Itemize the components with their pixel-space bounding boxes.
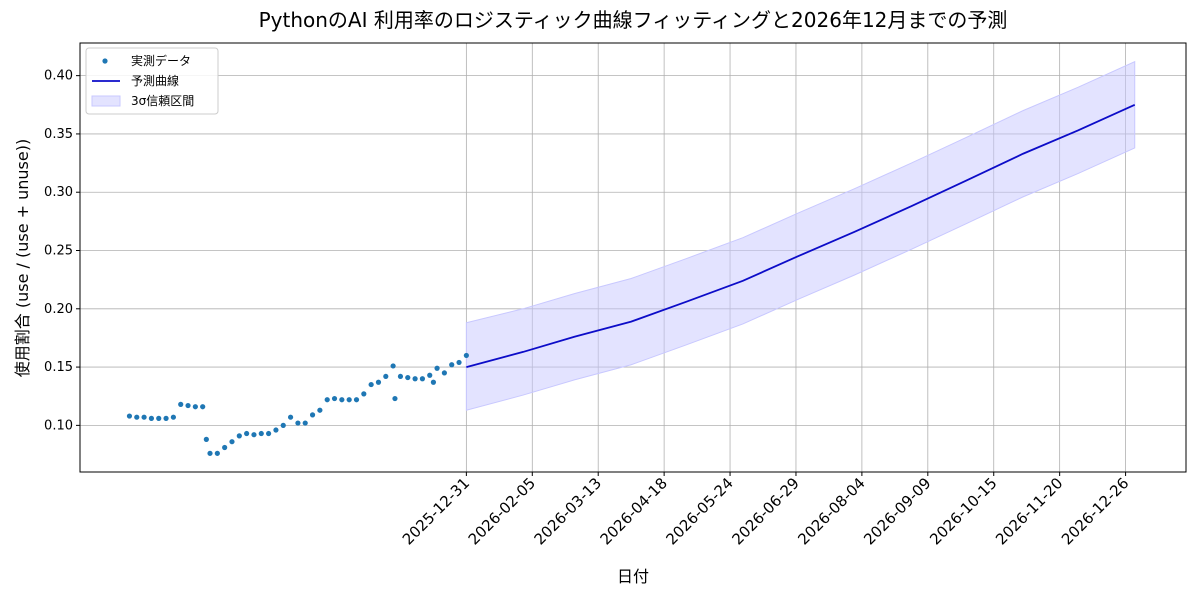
data-point	[185, 402, 191, 409]
data-point	[397, 373, 404, 380]
data-point	[134, 414, 140, 420]
data-point	[258, 430, 264, 437]
data-point	[353, 397, 360, 403]
data-point	[214, 450, 220, 456]
y-tick-label: 0.35	[44, 127, 73, 142]
data-point	[449, 362, 455, 368]
data-point	[156, 415, 162, 421]
grid	[80, 43, 1186, 472]
data-point	[178, 401, 184, 407]
y-tick-label: 0.40	[44, 69, 73, 84]
chart-title: PythonのAI 利用率のロジスティック曲線フィッティングと2026年12月ま…	[259, 8, 1008, 32]
data-point	[200, 404, 206, 410]
data-point	[229, 439, 235, 445]
data-point	[339, 397, 345, 403]
x-tick-label: 2026-09-09	[860, 474, 934, 548]
data-point	[163, 415, 169, 421]
data-point	[361, 391, 367, 397]
plot-frame	[79, 42, 1187, 473]
data-point	[427, 372, 433, 378]
x-tick-label: 2026-11-20	[992, 474, 1066, 548]
data-point	[456, 359, 462, 366]
legend-label: 3σ信頼区間	[131, 94, 194, 108]
data-point	[375, 379, 382, 385]
x-tick-label: 2025-12-31	[399, 474, 473, 548]
y-tick-label: 0.15	[44, 360, 73, 375]
data-point	[346, 397, 352, 403]
y-axis-label: 使用割合 (use / (use + unuse))	[13, 139, 32, 377]
data-point	[251, 432, 257, 438]
x-tick-label: 2026-04-18	[597, 474, 671, 548]
x-tick-label: 2026-08-04	[794, 474, 868, 548]
confidence-band	[465, 60, 1136, 411]
legend-marker	[102, 58, 108, 64]
x-tick-label: 2026-06-29	[728, 474, 802, 548]
data-point	[170, 414, 176, 420]
y-tick-label: 0.20	[44, 302, 73, 317]
data-point	[317, 407, 323, 413]
data-point	[141, 414, 147, 420]
y-tick-label: 0.25	[44, 244, 73, 259]
data-point	[405, 374, 411, 381]
legend-marker	[91, 95, 121, 107]
data-point	[280, 422, 286, 428]
data-point	[287, 414, 294, 420]
data-point	[441, 370, 447, 376]
y-tick-label: 0.10	[44, 418, 73, 433]
x-tick-label: 2026-05-24	[662, 474, 736, 548]
x-tick-label: 2026-12-26	[1058, 474, 1132, 548]
legend-label: 予測曲線	[131, 73, 179, 88]
data-point	[412, 376, 418, 382]
data-point	[126, 413, 133, 419]
data-point	[148, 415, 155, 421]
x-tick-label: 2026-02-05	[465, 474, 539, 548]
data-point	[383, 373, 389, 380]
y-tick-label: 0.30	[44, 185, 73, 200]
data-point	[392, 395, 398, 402]
data-point	[419, 376, 426, 382]
data-point	[203, 436, 209, 442]
data-point	[390, 363, 396, 369]
x-tick-label: 2026-03-13	[531, 474, 605, 548]
data-point	[331, 395, 338, 402]
data-point	[368, 381, 374, 388]
data-point	[295, 420, 301, 426]
legend-label: 実測データ	[131, 53, 191, 68]
data-point	[192, 404, 198, 410]
data-point	[244, 430, 250, 437]
data-point	[302, 420, 308, 426]
data-point	[324, 397, 330, 403]
x-axis-label: 日付	[617, 567, 649, 586]
data-point	[463, 352, 469, 359]
x-tick-label: 2026-10-15	[926, 474, 1000, 548]
data-point	[222, 444, 228, 451]
data-point	[273, 427, 279, 433]
data-point	[236, 433, 242, 439]
data-point	[430, 379, 437, 385]
data-point	[266, 430, 272, 437]
data-point	[207, 450, 213, 456]
data-point	[434, 365, 440, 371]
forecast-line	[466, 103, 1136, 368]
data-point	[309, 412, 316, 418]
